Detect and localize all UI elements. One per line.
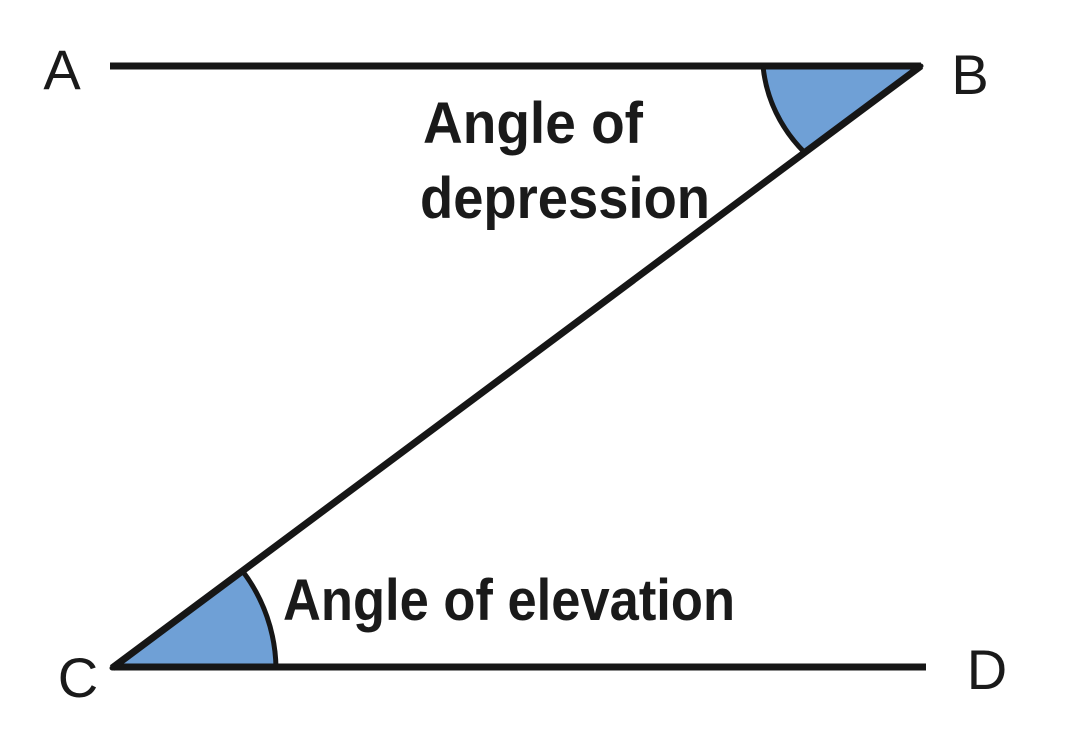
line-of-sight-cb: [109, 63, 924, 671]
depression-label-line2: depression: [420, 166, 710, 231]
point-label-b: B: [951, 43, 988, 106]
depression-angle-wedge: [760, 63, 924, 156]
point-label-c: C: [58, 646, 98, 709]
elevation-label: Angle of elevation: [283, 568, 735, 633]
point-label-d: D: [967, 638, 1007, 701]
point-label-a: A: [43, 38, 81, 101]
depression-label-line1: Angle of: [423, 91, 644, 156]
